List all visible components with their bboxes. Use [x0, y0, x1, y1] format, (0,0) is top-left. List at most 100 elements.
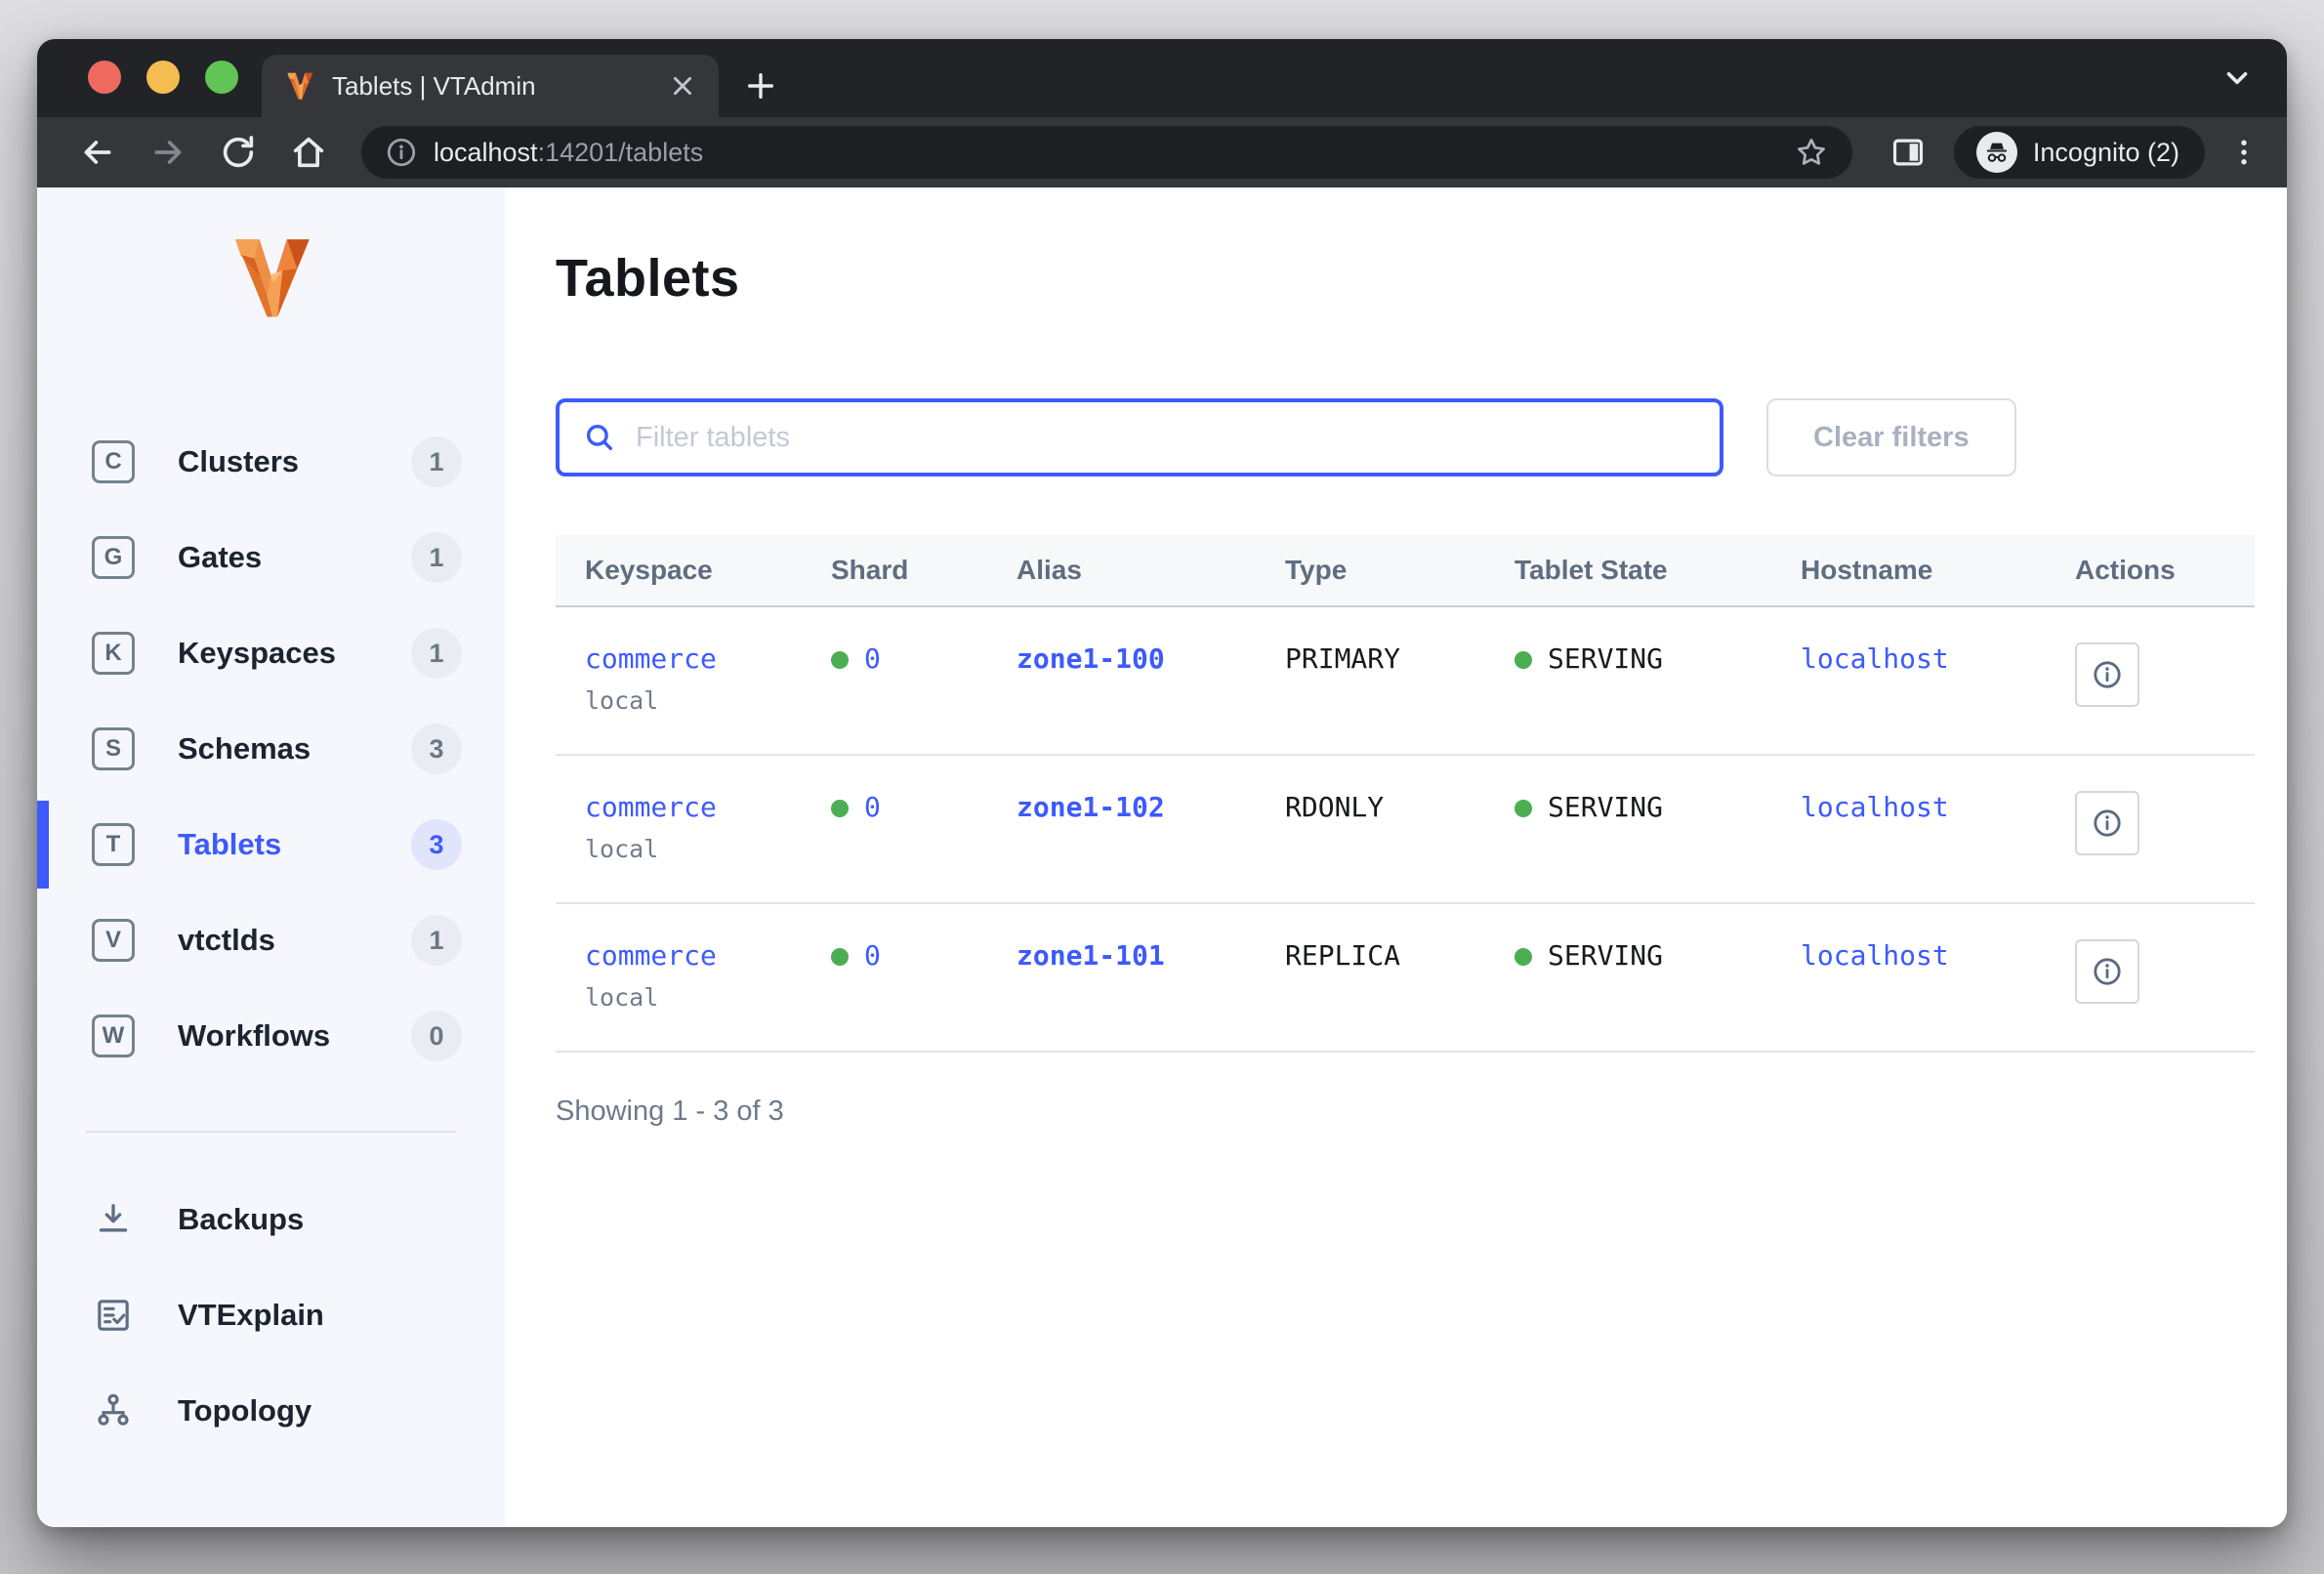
- schemas-letter-icon: S: [92, 727, 135, 770]
- sidebar-item-label: vtctlds: [178, 923, 275, 957]
- shard-link[interactable]: 0: [864, 642, 881, 675]
- tab-search-chevron-icon[interactable]: [2220, 62, 2254, 95]
- sidebar-item-tablets[interactable]: T Tablets 3: [37, 797, 505, 892]
- home-button[interactable]: [289, 133, 328, 172]
- keyspace-link[interactable]: commerce: [585, 642, 717, 675]
- sidebar-item-label: Keyspaces: [178, 636, 337, 670]
- sidebar: C Clusters 1 G Gates 1 K Keyspaces 1 S Schemas 3 T Ta…: [37, 187, 505, 1527]
- vtexplain-doc-icon: [92, 1296, 135, 1335]
- hostname-link[interactable]: localhost: [1801, 642, 1949, 675]
- minimize-window-button[interactable]: [146, 61, 180, 94]
- forward-button[interactable]: [148, 133, 187, 172]
- browser-window: Tablets | VTAdmin localhost:14201/tablet…: [37, 39, 2287, 1527]
- active-indicator: [37, 801, 49, 889]
- sidebar-item-topology[interactable]: Topology: [37, 1363, 505, 1459]
- clear-filters-button[interactable]: Clear filters: [1766, 398, 2016, 476]
- zoom-window-button[interactable]: [205, 61, 238, 94]
- filter-tablets-input[interactable]: [556, 398, 1723, 476]
- count-badge: 1: [411, 628, 462, 679]
- cluster-name: local: [585, 983, 659, 1012]
- tablet-state-cell: SERVING: [1485, 756, 1771, 902]
- tab-strip: Tablets | VTAdmin: [37, 39, 2287, 117]
- back-button[interactable]: [78, 133, 117, 172]
- serving-status-dot: [1515, 651, 1532, 669]
- incognito-icon: [1975, 132, 2017, 173]
- alias-link[interactable]: zone1-102: [1017, 791, 1165, 823]
- hostname-cell: localhost: [1771, 904, 2046, 1051]
- cluster-name: local: [585, 686, 659, 715]
- side-panel-icon[interactable]: [1889, 134, 1927, 171]
- column-header-keyspace: Keyspace: [585, 555, 713, 585]
- page-title: Tablets: [556, 249, 740, 308]
- backups-download-icon: [92, 1200, 135, 1239]
- tablet-info-button[interactable]: [2075, 642, 2139, 707]
- type-cell: RDONLY: [1285, 791, 1385, 823]
- alias-cell: zone1-101: [987, 904, 1256, 1051]
- close-tab-icon[interactable]: [670, 73, 695, 99]
- url-bar[interactable]: localhost:14201/tablets: [361, 126, 1852, 179]
- sidebar-item-label: Topology: [178, 1393, 312, 1428]
- tablet-state-cell: SERVING: [1485, 904, 1771, 1051]
- shard-link[interactable]: 0: [864, 939, 881, 972]
- site-info-icon[interactable]: [385, 136, 418, 169]
- actions-cell: [2046, 904, 2255, 1051]
- topology-graph-icon: [92, 1391, 135, 1430]
- url-host: localhost: [434, 137, 538, 167]
- shard-cell: 0: [802, 756, 987, 902]
- type-cell: PRIMARY: [1285, 642, 1401, 675]
- serving-status-dot: [1515, 800, 1532, 817]
- hostname-cell: localhost: [1771, 756, 2046, 902]
- keyspace-link[interactable]: commerce: [585, 791, 717, 823]
- sidebar-item-gates[interactable]: G Gates 1: [37, 510, 505, 605]
- shard-cell: 0: [802, 607, 987, 754]
- sidebar-tools: Backups VTExplain Topology: [37, 1172, 505, 1459]
- hostname-link[interactable]: localhost: [1801, 939, 1949, 972]
- keyspace-link[interactable]: commerce: [585, 939, 717, 972]
- traffic-lights: [88, 61, 238, 94]
- browser-tab[interactable]: Tablets | VTAdmin: [262, 55, 719, 117]
- vtctlds-letter-icon: V: [92, 919, 135, 962]
- vitess-logo: [234, 239, 310, 317]
- bookmark-star-icon[interactable]: [1794, 135, 1829, 170]
- sidebar-item-label: Workflows: [178, 1018, 331, 1053]
- count-badge: 0: [411, 1011, 462, 1061]
- column-header-shard: Shard: [831, 555, 909, 585]
- profile-chip[interactable]: Incognito (2): [1953, 126, 2205, 179]
- hostname-link[interactable]: localhost: [1801, 791, 1949, 823]
- count-badge: 1: [411, 915, 462, 966]
- vitess-favicon-icon: [287, 72, 313, 100]
- sidebar-item-keyspaces[interactable]: K Keyspaces 1: [37, 605, 505, 701]
- type-cell: REPLICA: [1285, 939, 1401, 972]
- sidebar-item-clusters[interactable]: C Clusters 1: [37, 414, 505, 510]
- url-path: :14201/tablets: [537, 137, 704, 167]
- column-header-tablet-state: Tablet State: [1515, 555, 1668, 585]
- browser-menu-icon[interactable]: [2226, 135, 2262, 170]
- sidebar-item-label: Backups: [178, 1202, 305, 1236]
- sidebar-item-workflows[interactable]: W Workflows 0: [37, 988, 505, 1084]
- incognito-label: Incognito (2): [2032, 137, 2179, 167]
- sidebar-item-label: Clusters: [178, 444, 300, 478]
- alias-link[interactable]: zone1-100: [1017, 642, 1165, 675]
- sidebar-item-schemas[interactable]: S Schemas 3: [37, 701, 505, 797]
- count-badge: 3: [411, 724, 462, 774]
- alias-link[interactable]: zone1-101: [1017, 939, 1165, 972]
- filter-input[interactable]: [636, 421, 1696, 454]
- column-header-type: Type: [1285, 555, 1348, 585]
- column-header-hostname: Hostname: [1801, 555, 1933, 585]
- tablets-table: Keyspace Shard Alias Type Tablet State Hostna…: [556, 535, 2255, 1053]
- actions-cell: [2046, 607, 2255, 754]
- tablet-info-button[interactable]: [2075, 791, 2139, 855]
- sidebar-item-backups[interactable]: Backups: [37, 1172, 505, 1267]
- new-tab-button[interactable]: [719, 55, 803, 117]
- sidebar-item-vtexplain[interactable]: VTExplain: [37, 1267, 505, 1363]
- tablet-info-button[interactable]: [2075, 939, 2139, 1004]
- shard-link[interactable]: 0: [864, 791, 881, 823]
- keyspace-cell: commerce local: [556, 607, 802, 754]
- reload-button[interactable]: [219, 133, 258, 172]
- serving-status-dot: [1515, 948, 1532, 966]
- workflows-letter-icon: W: [92, 1015, 135, 1057]
- main-content: Tablets Clear filters Keyspace Shard Alias…: [505, 187, 2287, 1527]
- close-window-button[interactable]: [88, 61, 121, 94]
- table-row: commerce local 0 zone1-100 PRIMARY SERVING loc…: [556, 607, 2255, 756]
